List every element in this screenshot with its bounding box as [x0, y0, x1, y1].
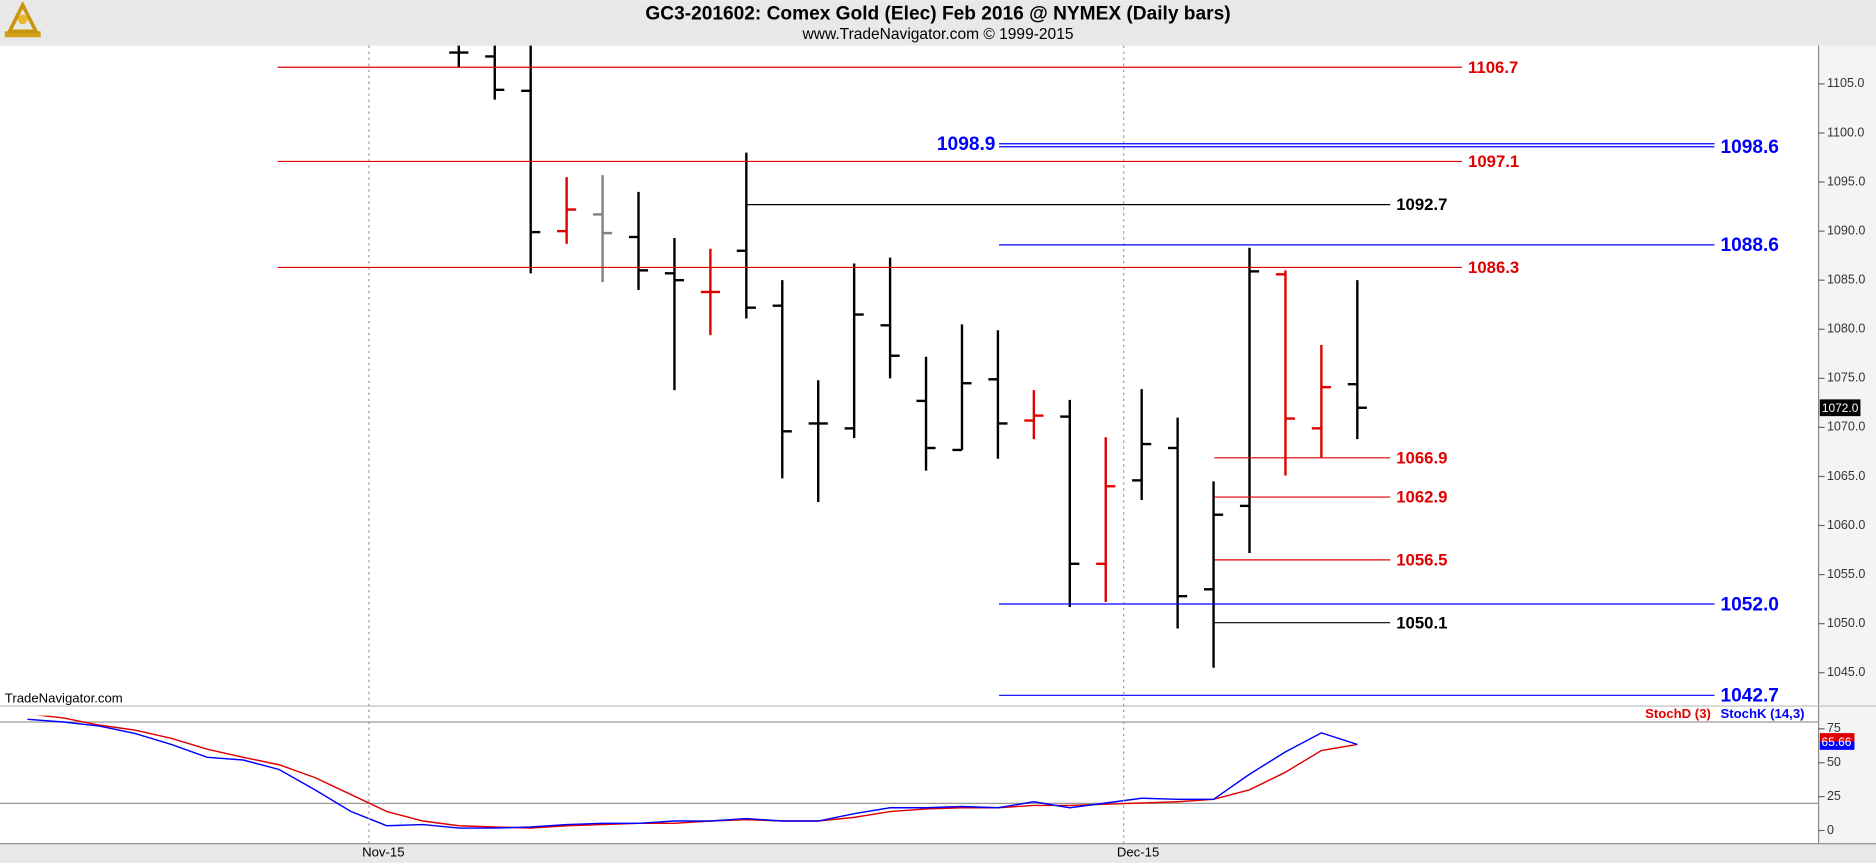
y-tick-label: 1095.0 [1827, 174, 1865, 188]
y-tick-label: 50 [1827, 755, 1841, 769]
x-tick-label: Nov-15 [362, 845, 404, 860]
price-panel [449, 45, 1367, 668]
level-label: 1088.6 [1720, 235, 1779, 256]
level-label: 1086.3 [1468, 258, 1519, 277]
y-tick-label: 0 [1827, 823, 1834, 837]
level-label: 1042.7 [1720, 686, 1779, 707]
watermark: TradeNavigator.com [5, 690, 123, 705]
y-tick-label: 1085.0 [1827, 272, 1865, 286]
y-tick-label: 1060.0 [1827, 518, 1865, 532]
x-axis-bg [0, 843, 1876, 863]
last-price-box [1819, 399, 1861, 417]
y-tick-label: 1070.0 [1827, 420, 1865, 434]
logo [4, 0, 41, 38]
y-tick-label: 75 [1827, 721, 1841, 735]
last-value-box [1819, 733, 1855, 742]
y-tick-label: 25 [1827, 789, 1841, 803]
level-label: 1062.9 [1396, 488, 1447, 507]
legend-entry: StochD (3) [1645, 706, 1711, 721]
indicator-line [36, 715, 1358, 829]
level-label: 1052.0 [1720, 594, 1779, 615]
y-tick-label: 1075.0 [1827, 371, 1865, 385]
level-label: 1092.7 [1396, 195, 1447, 214]
y-tick-label: 1105.0 [1827, 76, 1864, 90]
chart-subtitle: www.TradeNavigator.com © 1999-2015 [802, 26, 1074, 43]
y-tick-label: 1055.0 [1827, 567, 1865, 581]
level-label: 1106.7 [1468, 58, 1518, 77]
indicator-panel [0, 715, 1819, 829]
y-tick-label: 1080.0 [1827, 322, 1865, 336]
level-label: 1098.6 [1720, 137, 1779, 158]
level-label: 1098.9 [937, 134, 996, 155]
y-tick-label: 1100.0 [1827, 125, 1864, 139]
last-value-box [1819, 741, 1855, 750]
chart-title: GC3-201602: Comex Gold (Elec) Feb 2016 @… [645, 4, 1230, 25]
y-axis-bg [1818, 45, 1876, 844]
indicator-line [27, 718, 1358, 829]
overlay: 1045.0 1050.0 1055.0 1060.0 1065.0 1070.0 1075… [277, 45, 1865, 860]
level-label: 1050.1 [1396, 613, 1447, 632]
level-label: 1056.5 [1396, 550, 1447, 569]
legend-entry: StochK (14,3) [1720, 706, 1804, 721]
y-tick-label: 1090.0 [1827, 223, 1865, 237]
x-tick-label: Dec-15 [1117, 845, 1159, 860]
y-tick-label: 1050.0 [1827, 616, 1865, 630]
last-value-label: 65.66 [1822, 735, 1852, 749]
level-label: 1066.9 [1396, 448, 1447, 467]
last-price-label: 1072.0 [1822, 401, 1859, 415]
y-tick-label: 1065.0 [1827, 469, 1865, 483]
y-tick-label: 1045.0 [1827, 665, 1865, 679]
level-label: 1097.1 [1468, 152, 1519, 171]
header-bg [0, 0, 1876, 46]
